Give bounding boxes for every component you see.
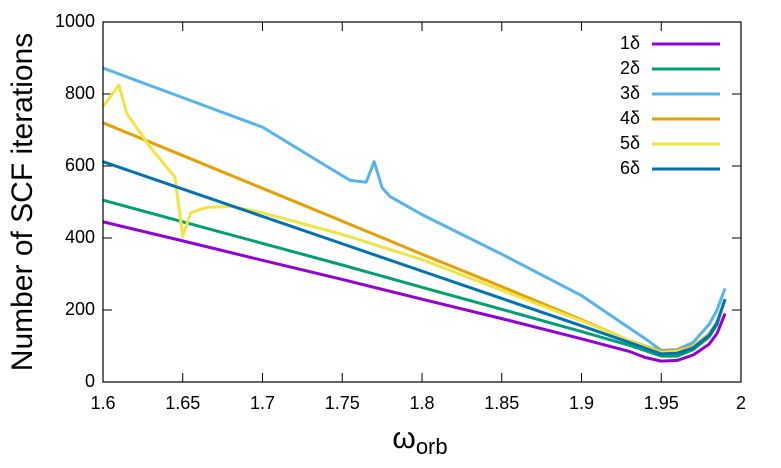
x-axis-title-sub: orb	[416, 434, 448, 459]
legend-label: 2δ	[620, 58, 640, 78]
legend-label: 3δ	[620, 83, 640, 103]
x-tick-label: 1.8	[409, 393, 434, 413]
y-tick-label: 0	[85, 371, 95, 391]
legend-label: 6δ	[620, 158, 640, 178]
x-tick-label: 2	[736, 393, 746, 413]
x-tick-label: 1.85	[484, 393, 519, 413]
series-line	[102, 160, 727, 356]
x-axis-title-main: ω	[392, 422, 415, 455]
legend-label: 4δ	[620, 108, 640, 128]
y-axis-title: Number of SCF iterations	[6, 33, 39, 371]
x-tick-label: 1.75	[325, 393, 360, 413]
series-line	[102, 66, 727, 352]
x-tick-label: 1.6	[90, 393, 115, 413]
y-tick-label: 400	[65, 227, 95, 247]
x-axis-title: ωorb	[392, 422, 447, 459]
x-tick-label: 1.9	[569, 393, 594, 413]
y-tick-label: 800	[65, 83, 95, 103]
legend-label: 5δ	[620, 133, 640, 153]
y-tick-label: 200	[65, 299, 95, 319]
legend-label: 1δ	[620, 33, 640, 53]
y-tick-label: 1000	[55, 11, 95, 31]
series-line	[102, 198, 727, 358]
x-tick-label: 1.7	[250, 393, 275, 413]
y-tick-label: 600	[65, 155, 95, 175]
x-tick-label: 1.65	[165, 393, 200, 413]
plot-frame	[102, 21, 742, 383]
series-line	[102, 220, 727, 363]
x-tick-label: 1.95	[644, 393, 679, 413]
